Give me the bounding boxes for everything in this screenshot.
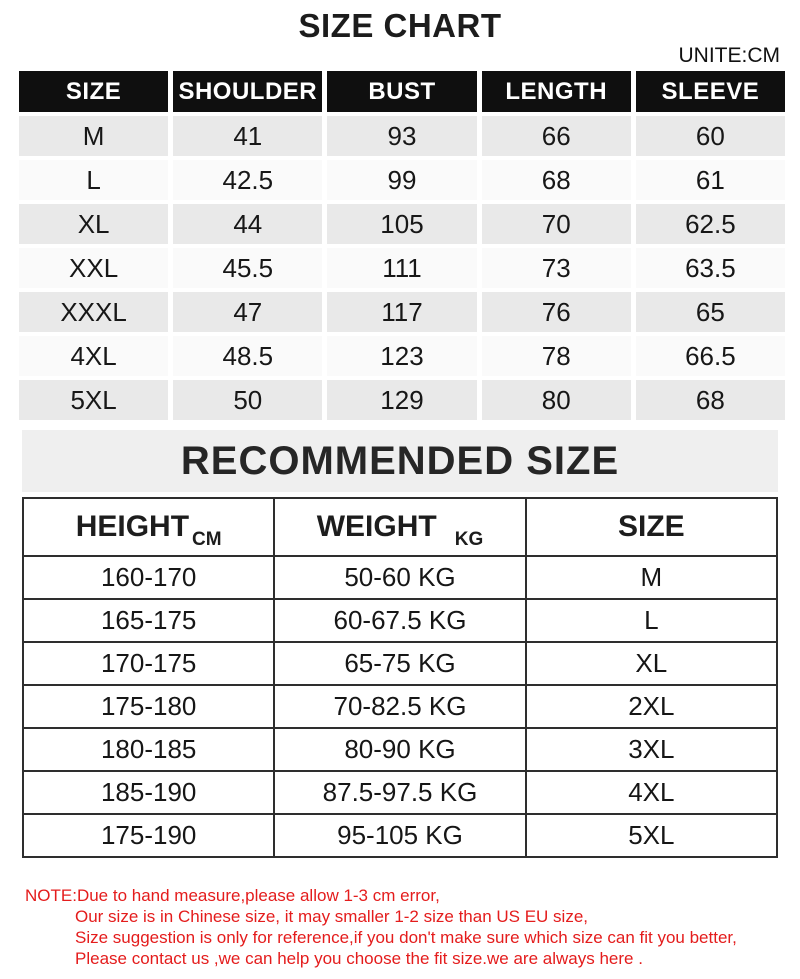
unit-label: UNITE:CM — [678, 44, 781, 67]
recommended-table-cell: 87.5-97.5 KG — [273, 770, 527, 815]
recommended-header-row: HEIGHT CM WEIGHT KG SIZE — [21, 497, 779, 557]
recommended-header-unit: CM — [192, 529, 222, 550]
size-table-cell: 70 — [481, 204, 631, 244]
size-table-cell: 50 — [173, 380, 323, 420]
recommended-table-cell: 3XL — [524, 727, 779, 772]
size-table-cell: M — [19, 116, 169, 156]
size-table-cell: 47 — [173, 292, 323, 332]
recommended-table-row: 175-180 70-82.5 KG 2XL — [21, 684, 779, 729]
size-table-cell: 117 — [327, 292, 477, 332]
size-table-cell: 61 — [635, 160, 785, 200]
recommended-table-cell: 5XL — [524, 813, 779, 858]
size-table-cell: 99 — [327, 160, 477, 200]
size-table-cell: 63.5 — [635, 248, 785, 288]
recommended-header-cell: HEIGHT CM — [21, 497, 276, 557]
recommended-title: RECOMMENDED SIZE — [180, 438, 620, 483]
size-table-cell: 105 — [327, 204, 477, 244]
recommended-header-label: HEIGHT — [75, 510, 190, 543]
note-line: Size suggestion is only for reference,if… — [75, 928, 737, 947]
recommended-table-cell: L — [524, 598, 779, 643]
recommended-table-row: 175-190 95-105 KG 5XL — [21, 813, 779, 858]
recommended-header-cell: WEIGHT KG — [273, 497, 527, 557]
recommended-header-label: SIZE — [617, 510, 685, 543]
page-title: SIZE CHART — [298, 7, 502, 44]
recommended-table-cell: 60-67.5 KG — [273, 598, 527, 643]
recommended-table-cell: 65-75 KG — [273, 641, 527, 686]
recommended-table-cell: 2XL — [524, 684, 779, 729]
recommended-table: HEIGHT CM WEIGHT KG SIZE 160-170 50-60 KG M 165… — [21, 497, 779, 858]
size-table-cell: XXL — [19, 248, 169, 288]
recommended-header-cell: SIZE — [524, 497, 779, 557]
size-table-cell: 45.5 — [173, 248, 323, 288]
size-table-cell: XXXL — [19, 292, 169, 332]
size-table-cell: 68 — [635, 380, 785, 420]
size-table-cell: 123 — [327, 336, 477, 376]
recommended-table-cell: M — [524, 555, 779, 600]
recommended-table-row: 160-170 50-60 KG M — [21, 555, 779, 600]
note-line: NOTE:Due to hand measure,please allow 1-… — [25, 886, 440, 905]
recommended-table-row: 185-190 87.5-97.5 KG 4XL — [21, 770, 779, 815]
recommended-table-cell: XL — [524, 641, 779, 686]
size-table-cell: 73 — [481, 248, 631, 288]
recommended-table-body: 160-170 50-60 KG M 165-175 60-67.5 KG L 170-17… — [21, 555, 779, 858]
recommended-table-cell: 185-190 — [21, 770, 276, 815]
recommended-table-cell: 70-82.5 KG — [273, 684, 527, 729]
size-table-cell: 68 — [481, 160, 631, 200]
recommended-table-cell: 175-190 — [21, 813, 276, 858]
recommended-table-row: 165-175 60-67.5 KG L — [21, 598, 779, 643]
note-block: NOTE:Due to hand measure,please allow 1-… — [25, 885, 800, 969]
size-table-cell: L — [19, 160, 169, 200]
recommended-banner: RECOMMENDED SIZE — [22, 430, 778, 492]
recommended-table-head: HEIGHT CM WEIGHT KG SIZE — [21, 497, 779, 557]
recommended-table-cell: 95-105 KG — [273, 813, 527, 858]
size-table-header-cell: LENGTH — [481, 71, 631, 112]
size-table-header-cell: BUST — [327, 71, 477, 112]
recommended-table-row: 170-175 65-75 KG XL — [21, 641, 779, 686]
recommended-table-cell: 160-170 — [21, 555, 276, 600]
size-table-cell: 48.5 — [173, 336, 323, 376]
recommended-table-cell: 170-175 — [21, 641, 276, 686]
size-table-cell: 80 — [481, 380, 631, 420]
size-table: SIZE SHOULDER BUST LENGTH SLEEVE M 41 93 66 60 L 42… — [19, 71, 785, 420]
size-table-cell: 66.5 — [635, 336, 785, 376]
size-table-cell: 62.5 — [635, 204, 785, 244]
size-table-cell: 111 — [327, 248, 477, 288]
size-table-header-cell: SHOULDER — [173, 71, 323, 112]
size-table-header-cell: SLEEVE — [635, 71, 785, 112]
size-table-cell: 5XL — [19, 380, 169, 420]
size-table-cell: 76 — [481, 292, 631, 332]
recommended-table-cell: 50-60 KG — [273, 555, 527, 600]
recommended-table-cell: 180-185 — [21, 727, 276, 772]
recommended-table-cell: 80-90 KG — [273, 727, 527, 772]
recommended-table-cell: 4XL — [524, 770, 779, 815]
note-line: Our size is in Chinese size, it may smal… — [75, 907, 589, 926]
size-table-cell: 65 — [635, 292, 785, 332]
recommended-table-row: 180-185 80-90 KG 3XL — [21, 727, 779, 772]
recommended-header-unit: KG — [454, 529, 484, 550]
size-table-cell: 129 — [327, 380, 477, 420]
recommended-table-cell: 175-180 — [21, 684, 276, 729]
size-table-cell: 4XL — [19, 336, 169, 376]
size-table-cell: 42.5 — [173, 160, 323, 200]
size-table-cell: 66 — [481, 116, 631, 156]
note-line: Please contact us ,we can help you choos… — [75, 949, 643, 968]
size-table-header-cell: SIZE — [19, 71, 169, 112]
size-table-cell: 93 — [327, 116, 477, 156]
size-table-cell: 41 — [173, 116, 323, 156]
size-table-cell: 44 — [173, 204, 323, 244]
recommended-header-label: WEIGHT — [316, 510, 437, 543]
size-table-cell: XL — [19, 204, 169, 244]
size-table-cell: 60 — [635, 116, 785, 156]
recommended-table-cell: 165-175 — [21, 598, 276, 643]
size-table-cell: 78 — [481, 336, 631, 376]
